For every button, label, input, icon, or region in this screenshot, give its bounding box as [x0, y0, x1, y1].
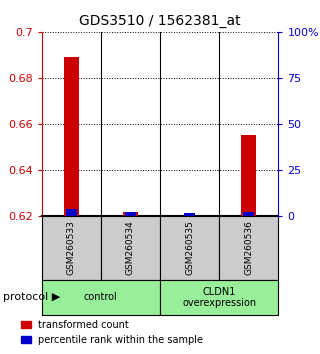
- Bar: [125, 212, 136, 216]
- Bar: [101, 216, 160, 280]
- Bar: [66, 210, 76, 216]
- Text: protocol ▶: protocol ▶: [3, 292, 60, 302]
- Bar: [219, 216, 278, 280]
- Text: GSM260536: GSM260536: [244, 220, 253, 275]
- Bar: [123, 212, 138, 216]
- Text: CLDN1
overexpression: CLDN1 overexpression: [182, 286, 256, 308]
- Bar: [244, 212, 254, 216]
- Text: control: control: [84, 292, 118, 302]
- Text: GSM260534: GSM260534: [126, 221, 135, 275]
- Bar: [184, 213, 195, 216]
- Title: GDS3510 / 1562381_at: GDS3510 / 1562381_at: [79, 14, 241, 28]
- Bar: [160, 216, 219, 280]
- Text: GSM260535: GSM260535: [185, 220, 194, 275]
- Bar: [241, 136, 256, 216]
- Legend: transformed count, percentile rank within the sample: transformed count, percentile rank withi…: [21, 320, 204, 345]
- Bar: [42, 280, 160, 315]
- Bar: [160, 280, 278, 315]
- Text: GSM260533: GSM260533: [67, 220, 76, 275]
- Bar: [64, 57, 79, 216]
- Bar: [42, 216, 101, 280]
